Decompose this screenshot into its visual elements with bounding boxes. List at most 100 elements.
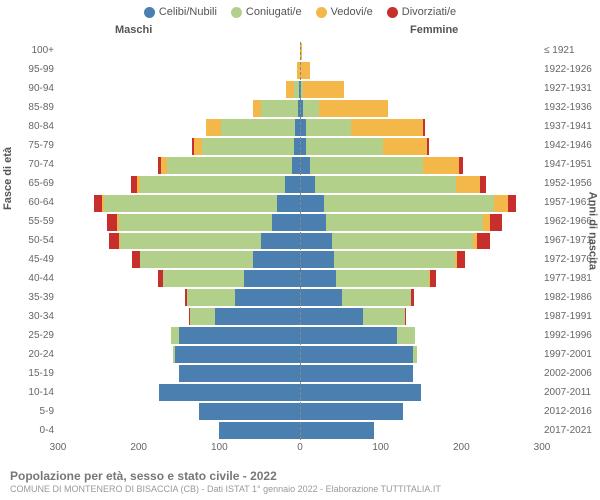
bar-segment bbox=[430, 270, 436, 287]
column-headers: Maschi Femmine bbox=[0, 24, 600, 40]
birth-label: 1982-1986 bbox=[544, 292, 598, 303]
bar-segment bbox=[261, 233, 300, 250]
age-label: 70-74 bbox=[4, 159, 54, 170]
birth-label: 1997-2001 bbox=[544, 349, 598, 360]
x-tick: 100 bbox=[372, 442, 389, 453]
birth-label: 2002-2006 bbox=[544, 368, 598, 379]
male-bar bbox=[192, 138, 300, 155]
bar-segment bbox=[300, 62, 310, 79]
x-tick: 0 bbox=[297, 442, 303, 453]
female-bar bbox=[300, 81, 344, 98]
bar-segment bbox=[310, 157, 423, 174]
birth-label: 1972-1976 bbox=[544, 254, 598, 265]
bar-segment bbox=[199, 403, 300, 420]
age-label: 50-54 bbox=[4, 235, 54, 246]
birth-label: 2007-2011 bbox=[544, 387, 598, 398]
birth-label: 1952-1956 bbox=[544, 178, 598, 189]
bar-segment bbox=[272, 214, 300, 231]
bar-segment bbox=[300, 195, 324, 212]
bar-segment bbox=[336, 270, 429, 287]
female-bar bbox=[300, 346, 417, 363]
x-tick: 100 bbox=[211, 442, 228, 453]
bar-segment bbox=[132, 251, 140, 268]
bar-segment bbox=[277, 195, 300, 212]
male-bar bbox=[219, 422, 300, 439]
birth-label: 1992-1996 bbox=[544, 330, 598, 341]
x-axis: 3002001000100200300 bbox=[58, 442, 542, 458]
female-bar bbox=[300, 403, 403, 420]
bar-segment bbox=[411, 289, 414, 306]
bar-segment bbox=[261, 100, 297, 117]
bar-segment bbox=[244, 270, 300, 287]
birth-label: 2012-2016 bbox=[544, 406, 598, 417]
male-bar bbox=[132, 251, 300, 268]
bar-segment bbox=[332, 233, 473, 250]
bar-segment bbox=[104, 195, 277, 212]
bar-segment bbox=[303, 81, 343, 98]
legend-item: Divorziati/e bbox=[387, 6, 456, 18]
birth-label: 1922-1926 bbox=[544, 64, 598, 75]
birth-label: 1927-1931 bbox=[544, 83, 598, 94]
birth-label: 1962-1966 bbox=[544, 216, 598, 227]
bar-segment bbox=[326, 214, 483, 231]
legend: Celibi/NubiliConiugati/eVedovi/eDivorzia… bbox=[0, 0, 600, 20]
female-bar bbox=[300, 251, 465, 268]
bar-segment bbox=[397, 327, 415, 344]
legend-item: Celibi/Nubili bbox=[144, 6, 217, 18]
bar-segment bbox=[300, 270, 336, 287]
x-tick: 300 bbox=[50, 442, 67, 453]
age-label: 60-64 bbox=[4, 197, 54, 208]
female-bar bbox=[300, 138, 429, 155]
bar-segment bbox=[206, 119, 221, 136]
male-bar bbox=[158, 157, 300, 174]
legend-swatch bbox=[144, 7, 155, 18]
female-header: Femmine bbox=[410, 24, 458, 36]
legend-swatch bbox=[387, 7, 398, 18]
legend-swatch bbox=[231, 7, 242, 18]
male-bar bbox=[286, 81, 300, 98]
female-bar bbox=[300, 233, 490, 250]
bar-segment bbox=[286, 81, 294, 98]
bar-segment bbox=[120, 233, 261, 250]
male-bar bbox=[173, 346, 300, 363]
bar-segment bbox=[119, 214, 272, 231]
bar-segment bbox=[306, 119, 350, 136]
bar-segment bbox=[300, 214, 326, 231]
bar-segment bbox=[140, 176, 285, 193]
bar-segment bbox=[508, 195, 516, 212]
plot-area bbox=[58, 42, 542, 440]
legend-label: Divorziati/e bbox=[402, 6, 456, 18]
age-label: 95-99 bbox=[4, 64, 54, 75]
female-bar bbox=[300, 195, 516, 212]
chart-title: Popolazione per età, sesso e stato civil… bbox=[10, 469, 590, 483]
age-label: 65-69 bbox=[4, 178, 54, 189]
bar-segment bbox=[179, 327, 300, 344]
male-header: Maschi bbox=[115, 24, 152, 36]
bar-segment bbox=[215, 308, 300, 325]
bar-segment bbox=[423, 157, 459, 174]
age-label: 0-4 bbox=[4, 425, 54, 436]
age-label: 15-19 bbox=[4, 368, 54, 379]
x-tick: 200 bbox=[130, 442, 147, 453]
age-label: 30-34 bbox=[4, 311, 54, 322]
age-label: 80-84 bbox=[4, 121, 54, 132]
bar-segment bbox=[159, 384, 300, 401]
x-tick: 200 bbox=[453, 442, 470, 453]
age-label: 100+ bbox=[4, 45, 54, 56]
bar-segment bbox=[285, 176, 300, 193]
chart-subtitle: COMUNE DI MONTENERO DI BISACCIA (CB) - D… bbox=[10, 484, 590, 494]
bar-segment bbox=[179, 365, 300, 382]
female-bar bbox=[300, 308, 406, 325]
bar-segment bbox=[319, 100, 388, 117]
age-label: 35-39 bbox=[4, 292, 54, 303]
age-label: 85-89 bbox=[4, 102, 54, 113]
bar-segment bbox=[300, 251, 334, 268]
age-label: 45-49 bbox=[4, 254, 54, 265]
female-bar bbox=[300, 214, 502, 231]
male-bar bbox=[94, 195, 300, 212]
bar-segment bbox=[219, 422, 300, 439]
legend-label: Celibi/Nubili bbox=[159, 6, 217, 18]
legend-item: Coniugati/e bbox=[231, 6, 302, 18]
female-bar bbox=[300, 176, 486, 193]
x-tick: 300 bbox=[534, 442, 551, 453]
